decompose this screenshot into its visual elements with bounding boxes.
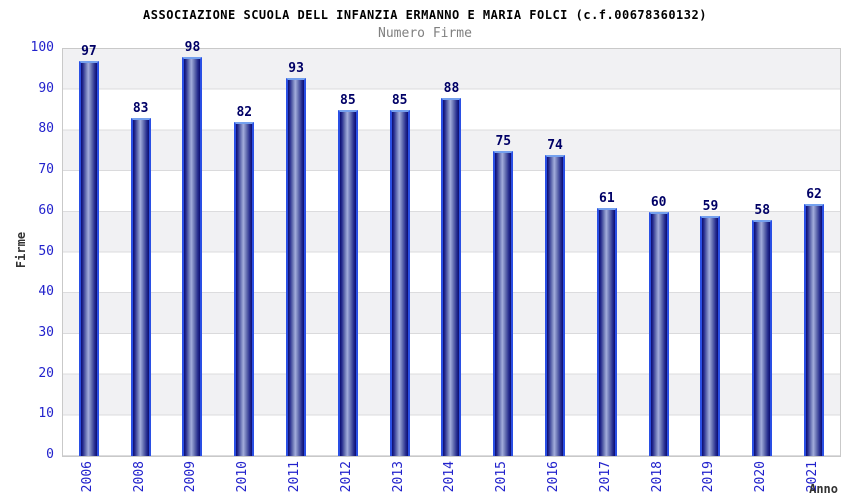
bar-slot-2017: 61 (581, 49, 633, 456)
bar-value-label: 85 (340, 93, 356, 109)
bar-slot-2010: 82 (218, 49, 270, 456)
x-tick-cell: 2017 (580, 461, 632, 499)
bar-2010 (234, 122, 255, 456)
x-tick-cell: 2016 (528, 461, 580, 499)
bar-2015 (493, 150, 514, 456)
x-tick-label: 2012 (338, 461, 354, 493)
bar-slot-2012: 85 (322, 49, 374, 456)
x-tick-label: 2016 (546, 461, 562, 493)
y-tick-label: 10 (38, 406, 54, 422)
x-tick-label: 2010 (235, 461, 251, 493)
bar-2013 (389, 110, 410, 456)
bar-2017 (596, 207, 617, 456)
bar-slot-2014: 88 (426, 49, 478, 456)
bars-container: 97 83 98 82 93 85 85 88 75 74 61 60 59 58 62 (63, 41, 840, 456)
bar-2006 (78, 61, 99, 456)
y-tick-label: 50 (38, 243, 54, 259)
x-tick-label: 2020 (753, 461, 769, 493)
bar-slot-2016: 74 (529, 49, 581, 456)
bar-value-label: 59 (702, 198, 719, 214)
x-tick-cell: 2010 (217, 461, 269, 499)
x-tick-label: 2013 (390, 461, 406, 493)
x-tick-cell: 2011 (269, 461, 321, 499)
bar-value-label: 61 (599, 190, 615, 206)
bar-value-label: 97 (81, 44, 97, 60)
x-tick-label: 2017 (597, 461, 613, 493)
x-tick-label: 2009 (183, 461, 199, 493)
bar-2016 (545, 154, 566, 456)
plot-area: 97 83 98 82 93 85 85 88 75 74 61 60 59 58 62 (62, 41, 841, 457)
y-tick-label: 20 (38, 365, 54, 381)
x-axis: 2006 2008 2009 2010 2011 2012 2013 2014 2015 2016… (62, 461, 839, 499)
bar-slot-2018: 60 (633, 49, 685, 456)
y-tick-label: 30 (38, 324, 54, 340)
bar-value-label: 88 (443, 80, 460, 96)
chart-subtitle: Numero Firme (378, 26, 472, 41)
bar-value-label: 75 (495, 133, 512, 149)
y-tick-label: 0 (46, 447, 54, 462)
bar-slot-2019: 59 (685, 49, 737, 456)
bar-value-label: 62 (806, 186, 822, 202)
chart-title: ASSOCIAZIONE SCUOLA DELL INFANZIA ERMANN… (143, 8, 707, 22)
bar-value-label: 74 (547, 137, 563, 153)
y-tick-label: 70 (38, 162, 54, 178)
x-tick-cell: 2013 (373, 461, 425, 499)
bar-slot-2013: 85 (374, 49, 426, 456)
bar-slot-2020: 58 (736, 49, 788, 456)
x-tick-label: 2014 (442, 461, 458, 493)
bar-2009 (182, 57, 203, 456)
bar-slot-2011: 93 (270, 49, 322, 456)
y-tick-label: 40 (38, 284, 54, 300)
x-tick-label: 2011 (287, 461, 303, 493)
x-tick-cell: 2012 (321, 461, 373, 499)
x-tick-label: 2019 (701, 461, 717, 493)
y-tick-label: 100 (30, 40, 54, 55)
bar-value-label: 83 (132, 101, 149, 117)
bar-2018 (648, 211, 669, 456)
x-tick-cell: 2014 (425, 461, 477, 499)
bar-2019 (700, 215, 721, 456)
y-tick-label: 60 (38, 202, 54, 218)
bar-2021 (804, 203, 825, 456)
x-tick-label: 2006 (79, 461, 95, 493)
bar-value-label: 93 (288, 60, 304, 76)
x-tick-cell: 2018 (632, 461, 684, 499)
bar-value-label: 82 (236, 105, 253, 121)
x-tick-label: 2018 (649, 461, 665, 493)
x-tick-cell: 2009 (166, 461, 218, 499)
x-tick-cell: 2019 (684, 461, 736, 499)
x-tick-cell: 2015 (476, 461, 528, 499)
bar-2008 (130, 118, 151, 456)
bar-2014 (441, 97, 462, 456)
bar-value-label: 58 (754, 202, 771, 218)
x-tick-cell: 2020 (735, 461, 787, 499)
x-tick-label: 2008 (131, 461, 147, 493)
bar-slot-2009: 98 (167, 41, 219, 456)
y-tick-label: 80 (38, 121, 54, 137)
y-tick-label: 90 (38, 80, 54, 96)
bar-value-label: 60 (650, 194, 667, 210)
bar-slot-2021: 62 (788, 49, 840, 456)
bar-2012 (337, 110, 358, 456)
bar-value-label: 98 (184, 40, 201, 56)
bar-2020 (752, 219, 773, 456)
x-axis-title: Anno (809, 482, 838, 496)
x-tick-label: 2015 (494, 461, 510, 493)
bar-slot-2008: 83 (115, 49, 167, 456)
x-tick-cell: 2006 (62, 461, 114, 499)
bar-slot-2015: 75 (477, 49, 529, 456)
bar-slot-2006: 97 (63, 45, 115, 456)
bar-2011 (286, 77, 307, 456)
bar-value-label: 85 (391, 93, 408, 109)
x-tick-cell: 2008 (114, 461, 166, 499)
